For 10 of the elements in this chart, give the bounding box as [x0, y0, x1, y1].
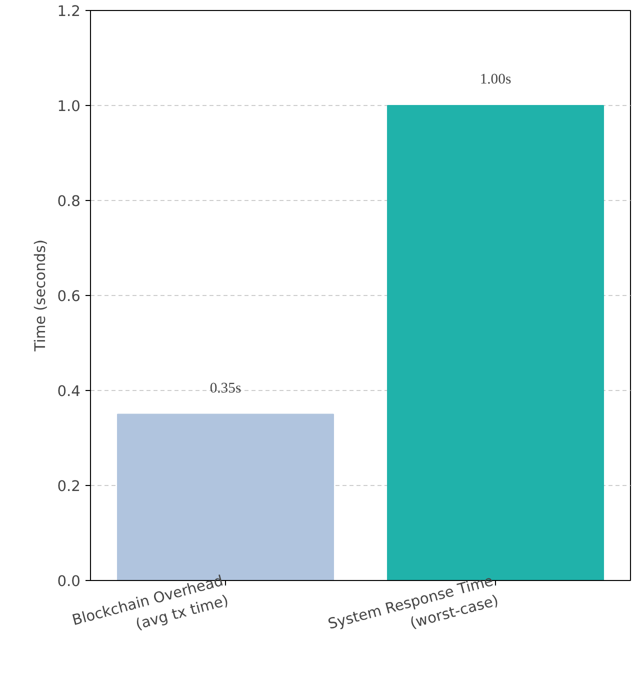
y-tick-label: 0.8: [57, 193, 81, 210]
data-label: 0.35s: [210, 380, 242, 396]
y-tick-label: 0.4: [57, 383, 81, 400]
y-axis-title: Time (seconds): [32, 240, 50, 352]
data-label: 1.00s: [480, 72, 512, 88]
y-tick-label: 0.6: [57, 288, 81, 305]
y-tick-label: 1.0: [57, 98, 81, 115]
y-tick-label: 0.0: [57, 573, 81, 590]
y-tick-label: 1.2: [57, 3, 81, 20]
y-tick-label: 0.2: [57, 478, 81, 495]
